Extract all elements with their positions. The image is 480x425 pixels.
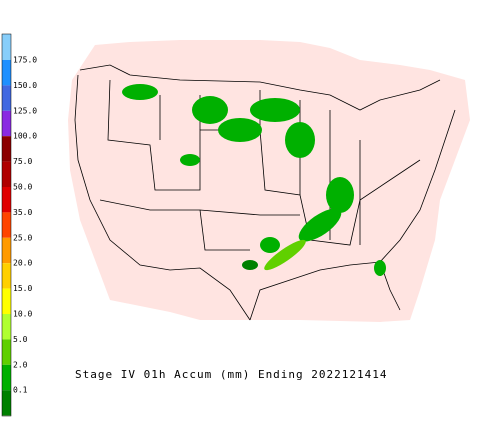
caption: Stage IV 01h Accum (mm) Ending 202212141… bbox=[75, 368, 388, 381]
legend-swatch bbox=[2, 212, 11, 238]
legend-label: 10.0 bbox=[13, 310, 32, 319]
legend-frame bbox=[1, 33, 12, 417]
legend-swatch bbox=[2, 34, 11, 60]
legend-swatch bbox=[2, 314, 11, 340]
legend-swatch bbox=[2, 263, 11, 289]
legend-label: 15.0 bbox=[13, 284, 32, 293]
legend-swatch bbox=[2, 110, 11, 137]
radar-coverage bbox=[68, 40, 470, 322]
legend-swatch bbox=[2, 339, 11, 365]
legend-label: 2.0 bbox=[13, 360, 28, 369]
legend-swatch bbox=[2, 288, 11, 314]
legend: 175.0 150.0 125.0 100.0 75.0 50.0 35.0 25.0 20.0… bbox=[1, 33, 37, 417]
legend-label: 50.0 bbox=[13, 183, 32, 192]
legend-label: 0.1 bbox=[13, 386, 28, 395]
legend-label: 20.0 bbox=[13, 259, 32, 268]
legend-swatch bbox=[2, 161, 11, 187]
legend-label: 35.0 bbox=[13, 208, 32, 217]
legend-label: 5.0 bbox=[13, 335, 28, 344]
legend-label: 175.0 bbox=[13, 56, 37, 65]
legend-label: 150.0 bbox=[13, 81, 37, 90]
legend-swatch bbox=[2, 187, 11, 213]
legend-label: 100.0 bbox=[13, 132, 37, 141]
legend-swatch bbox=[2, 390, 11, 416]
legend-label: 25.0 bbox=[13, 233, 32, 242]
legend-swatch bbox=[2, 85, 11, 111]
legend-swatch bbox=[2, 364, 11, 391]
legend-label: 75.0 bbox=[13, 157, 32, 166]
legend-label: 125.0 bbox=[13, 106, 37, 115]
legend-swatch bbox=[2, 136, 11, 162]
precipitation bbox=[122, 84, 386, 276]
legend-swatch bbox=[2, 237, 11, 264]
legend-swatch bbox=[2, 60, 11, 86]
